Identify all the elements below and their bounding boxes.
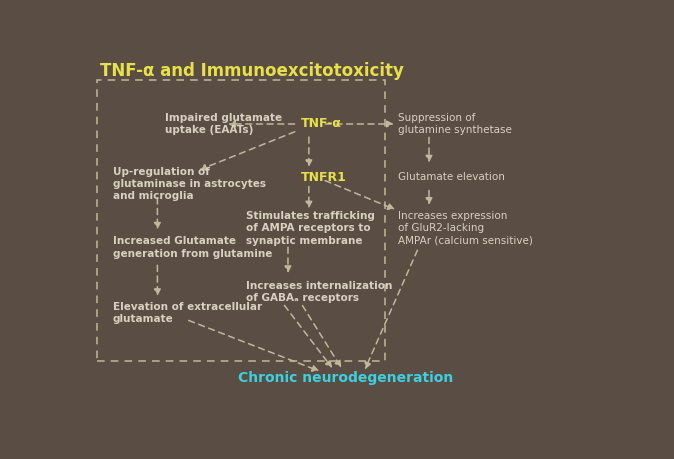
Text: TNF-α: TNF-α — [301, 118, 342, 130]
Text: TNFR1: TNFR1 — [301, 170, 347, 184]
Text: Increases expression
of GluR2-lacking
AMPAr (calcium sensitive): Increases expression of GluR2-lacking AM… — [398, 211, 532, 246]
Text: TNF-α and Immunoexcitotoxicity: TNF-α and Immunoexcitotoxicity — [100, 62, 404, 80]
Text: Chronic neurodegeneration: Chronic neurodegeneration — [238, 371, 453, 386]
Text: Increased Glutamate
generation from glutamine: Increased Glutamate generation from glut… — [113, 236, 272, 259]
Bar — [97, 80, 385, 361]
Text: Up-regulation of
glutaminase in astrocytes
and microglia: Up-regulation of glutaminase in astrocyt… — [113, 167, 266, 202]
Text: Impaired glutamate
uptake (EAATs): Impaired glutamate uptake (EAATs) — [165, 113, 282, 135]
Text: Increases internalization
of GABAₐ receptors: Increases internalization of GABAₐ recep… — [246, 280, 392, 303]
Text: Stimulates trafficking
of AMPA receptors to
synaptic membrane: Stimulates trafficking of AMPA receptors… — [246, 211, 375, 246]
Text: Suppression of
glutamine synthetase: Suppression of glutamine synthetase — [398, 113, 512, 135]
Text: Elevation of extracellular
glutamate: Elevation of extracellular glutamate — [113, 302, 262, 325]
Text: Glutamate elevation: Glutamate elevation — [398, 172, 505, 182]
